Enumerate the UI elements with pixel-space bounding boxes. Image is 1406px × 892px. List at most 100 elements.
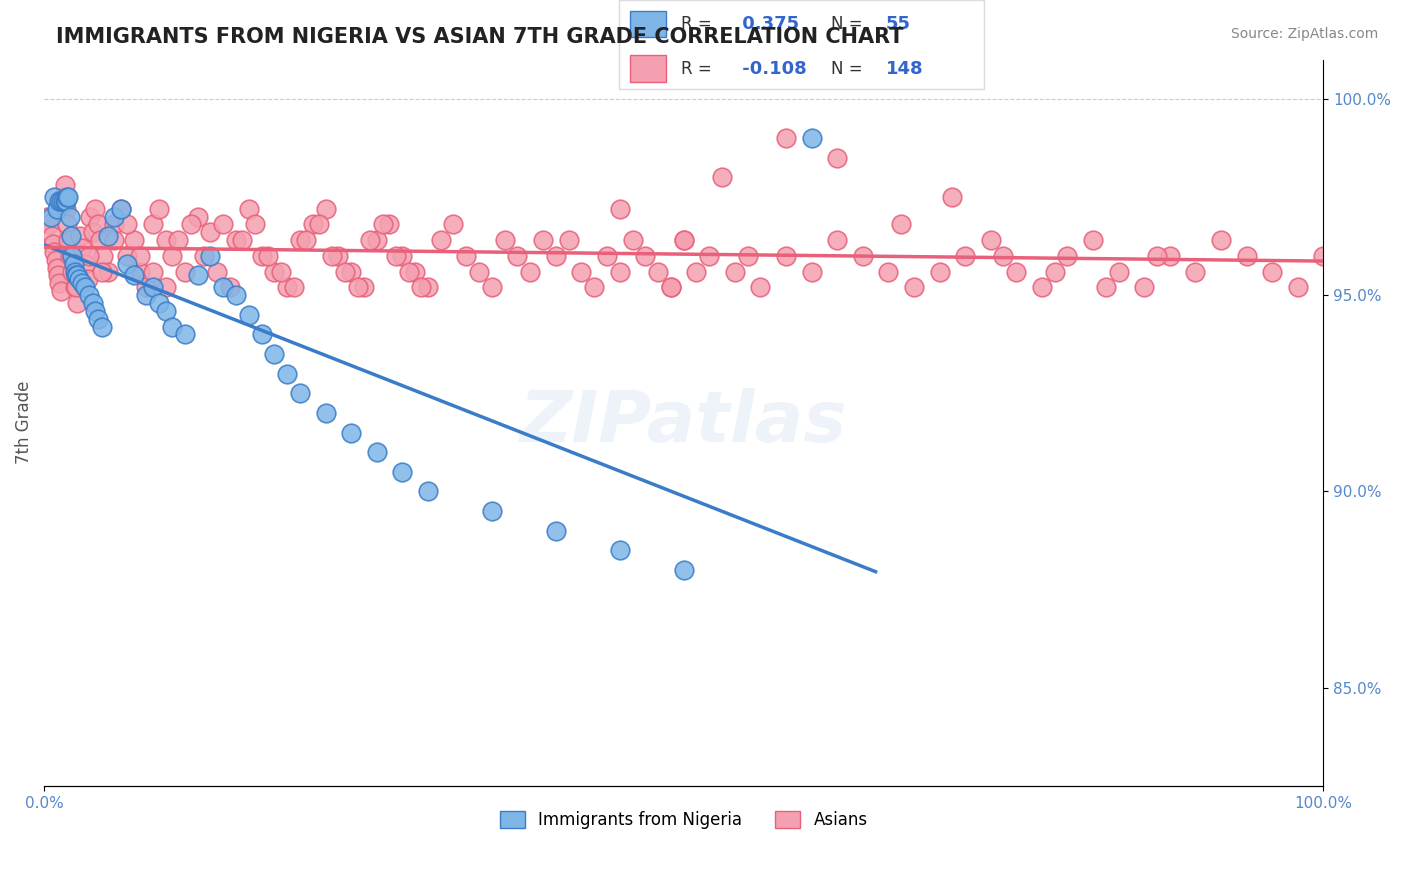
Point — [72, 277, 94, 291]
Point — [59, 229, 82, 244]
Point — [84, 303, 107, 318]
Point — [1043, 264, 1066, 278]
Point — [142, 280, 165, 294]
Point — [155, 280, 177, 294]
Point — [243, 218, 266, 232]
Point — [142, 264, 165, 278]
Point — [90, 319, 112, 334]
Point — [315, 202, 337, 216]
Point — [238, 308, 260, 322]
Point — [481, 280, 503, 294]
Text: R =: R = — [681, 60, 711, 78]
Point — [1081, 233, 1104, 247]
Point — [443, 218, 465, 232]
Point — [283, 280, 305, 294]
Point — [122, 233, 145, 247]
Point — [711, 170, 734, 185]
Point — [238, 202, 260, 216]
Point — [48, 277, 70, 291]
Point — [167, 233, 190, 247]
Point — [621, 233, 644, 247]
Point — [724, 264, 747, 278]
Point — [218, 280, 240, 294]
Point — [609, 202, 631, 216]
Point — [66, 268, 89, 283]
Point — [557, 233, 579, 247]
Point — [35, 210, 58, 224]
Point — [110, 202, 132, 216]
Point — [44, 244, 66, 259]
Point — [89, 233, 111, 247]
Point — [346, 280, 368, 294]
Point — [634, 249, 657, 263]
Point — [187, 210, 209, 224]
Point — [456, 249, 478, 263]
Point — [544, 249, 567, 263]
Point — [41, 229, 63, 244]
Point — [366, 445, 388, 459]
Point — [122, 268, 145, 283]
Point — [1286, 280, 1309, 294]
Point — [148, 202, 170, 216]
Point — [173, 327, 195, 342]
Point — [391, 465, 413, 479]
Point — [308, 218, 330, 232]
FancyBboxPatch shape — [630, 55, 666, 82]
Point — [903, 280, 925, 294]
Point — [468, 264, 491, 278]
Point — [398, 264, 420, 278]
Point — [1312, 249, 1334, 263]
Legend: Immigrants from Nigeria, Asians: Immigrants from Nigeria, Asians — [494, 804, 875, 836]
Point — [506, 249, 529, 263]
Point — [295, 233, 318, 247]
Point — [97, 229, 120, 244]
Point — [87, 218, 110, 232]
Point — [225, 288, 247, 302]
Point — [135, 288, 157, 302]
Point — [65, 280, 87, 294]
Point — [117, 257, 139, 271]
Point — [672, 563, 695, 577]
Point — [65, 268, 87, 283]
Point — [82, 225, 104, 239]
Point — [941, 190, 963, 204]
Point — [200, 249, 222, 263]
Point — [173, 264, 195, 278]
Point — [117, 218, 139, 232]
Text: -0.108: -0.108 — [735, 60, 807, 78]
Point — [494, 233, 516, 247]
Point — [301, 218, 323, 232]
Point — [569, 264, 592, 278]
Point — [129, 264, 152, 278]
Point — [416, 280, 439, 294]
Point — [519, 264, 541, 278]
Point — [180, 218, 202, 232]
Point — [193, 249, 215, 263]
Point — [371, 218, 394, 232]
Point — [148, 296, 170, 310]
Text: N =: N = — [831, 60, 868, 78]
Point — [685, 264, 707, 278]
Point — [276, 280, 298, 294]
Point — [737, 249, 759, 263]
Point — [45, 202, 67, 216]
Point — [79, 210, 101, 224]
Point — [544, 524, 567, 538]
Point — [288, 386, 311, 401]
Point — [353, 280, 375, 294]
FancyBboxPatch shape — [630, 11, 666, 37]
Point — [205, 264, 228, 278]
Point — [481, 504, 503, 518]
Point — [672, 233, 695, 247]
Point — [270, 264, 292, 278]
Point — [58, 190, 80, 204]
Point — [77, 288, 100, 302]
Point — [609, 264, 631, 278]
Point — [110, 202, 132, 216]
Point — [583, 280, 606, 294]
Point — [800, 131, 823, 145]
Point — [200, 225, 222, 239]
Text: 55: 55 — [886, 15, 911, 33]
Point — [1236, 249, 1258, 263]
Point — [63, 280, 86, 294]
